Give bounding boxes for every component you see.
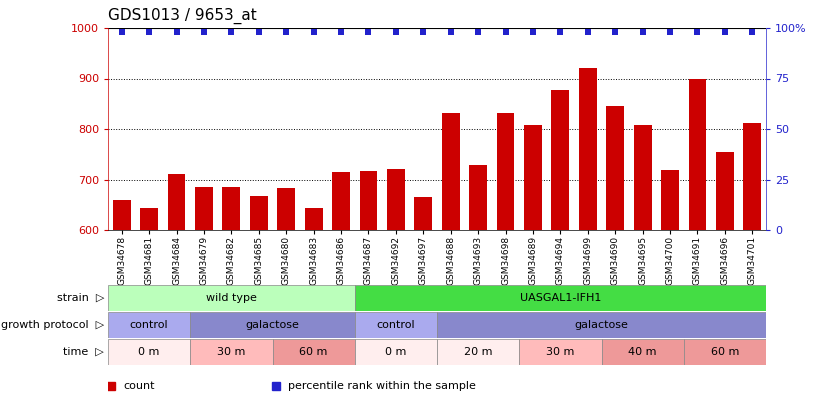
- Bar: [606, 106, 624, 230]
- Text: wild type: wild type: [206, 293, 257, 303]
- Text: 30 m: 30 m: [218, 347, 245, 357]
- Point: [362, 29, 375, 35]
- Bar: [360, 171, 378, 230]
- Point: [526, 29, 539, 35]
- Text: growth protocol  ▷: growth protocol ▷: [1, 320, 104, 330]
- Bar: [167, 175, 186, 230]
- Bar: [552, 90, 569, 230]
- Text: percentile rank within the sample: percentile rank within the sample: [287, 381, 475, 391]
- Bar: [437, 339, 519, 365]
- Point: [252, 29, 265, 35]
- Bar: [684, 339, 766, 365]
- Point: [444, 29, 457, 35]
- Bar: [519, 339, 602, 365]
- Point: [608, 29, 621, 35]
- Text: strain  ▷: strain ▷: [57, 293, 104, 303]
- Point: [499, 29, 512, 35]
- Bar: [470, 165, 487, 230]
- Point: [636, 29, 649, 35]
- Text: galactose: galactose: [575, 320, 628, 330]
- Bar: [108, 312, 190, 338]
- Point: [170, 29, 183, 35]
- Bar: [305, 208, 323, 230]
- Point: [307, 29, 320, 35]
- Bar: [140, 208, 158, 230]
- Bar: [277, 188, 295, 230]
- Bar: [273, 339, 355, 365]
- Text: 60 m: 60 m: [711, 347, 739, 357]
- Point: [389, 29, 402, 35]
- Point: [280, 29, 293, 35]
- Bar: [355, 339, 437, 365]
- Bar: [524, 126, 542, 230]
- Bar: [195, 187, 213, 230]
- Text: control: control: [130, 320, 168, 330]
- Point: [197, 29, 210, 35]
- Text: count: count: [123, 381, 154, 391]
- Point: [745, 29, 759, 35]
- Text: GDS1013 / 9653_at: GDS1013 / 9653_at: [108, 8, 257, 24]
- Bar: [437, 312, 766, 338]
- Bar: [743, 123, 761, 230]
- Text: 0 m: 0 m: [385, 347, 406, 357]
- Bar: [716, 152, 734, 230]
- Point: [225, 29, 238, 35]
- Bar: [497, 113, 515, 230]
- Bar: [442, 113, 460, 230]
- Bar: [112, 200, 131, 230]
- Bar: [108, 339, 190, 365]
- Bar: [415, 197, 432, 230]
- Bar: [661, 171, 679, 230]
- Text: UASGAL1-IFH1: UASGAL1-IFH1: [520, 293, 601, 303]
- Text: 20 m: 20 m: [464, 347, 493, 357]
- Bar: [190, 312, 355, 338]
- Point: [554, 29, 567, 35]
- Point: [143, 29, 156, 35]
- Bar: [634, 125, 652, 230]
- Point: [334, 29, 347, 35]
- Bar: [222, 187, 241, 230]
- Text: galactose: galactose: [245, 320, 300, 330]
- Point: [581, 29, 594, 35]
- Bar: [387, 169, 405, 230]
- Text: 60 m: 60 m: [300, 347, 328, 357]
- Point: [115, 29, 128, 35]
- Point: [663, 29, 677, 35]
- Point: [718, 29, 732, 35]
- Bar: [689, 79, 706, 230]
- Bar: [250, 196, 268, 230]
- Point: [471, 29, 484, 35]
- Text: 30 m: 30 m: [546, 347, 575, 357]
- Bar: [355, 285, 766, 311]
- Point: [691, 29, 704, 35]
- Text: 40 m: 40 m: [628, 347, 657, 357]
- Point: [417, 29, 430, 35]
- Text: control: control: [377, 320, 415, 330]
- Bar: [355, 312, 437, 338]
- Bar: [108, 285, 355, 311]
- Bar: [190, 339, 273, 365]
- Bar: [579, 68, 597, 230]
- Bar: [333, 172, 350, 230]
- Text: 0 m: 0 m: [139, 347, 160, 357]
- Bar: [602, 339, 684, 365]
- Text: time  ▷: time ▷: [63, 347, 104, 357]
